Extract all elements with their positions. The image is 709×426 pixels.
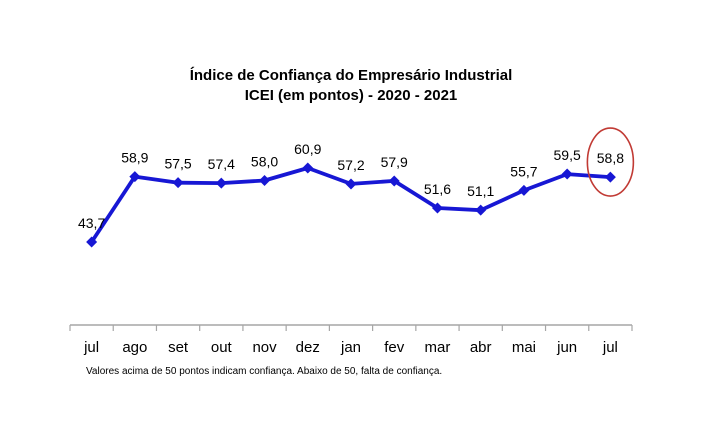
data-point-label: 43,7 bbox=[78, 215, 105, 231]
x-axis-label: mai bbox=[512, 339, 536, 356]
x-axis-label: fev bbox=[384, 339, 405, 356]
chart-title-line2: ICEI (em pontos) - 2020 - 2021 bbox=[244, 87, 458, 104]
x-axis-label: jul bbox=[602, 339, 618, 356]
chart-title-line1: Índice de Confiança do Empresário Indust… bbox=[189, 67, 513, 84]
data-point-label: 58,9 bbox=[121, 150, 148, 166]
highlight-ellipse bbox=[586, 127, 635, 197]
x-axis-label: dez bbox=[296, 339, 320, 356]
x-axis-label: jul bbox=[83, 339, 99, 356]
data-point-label: 58,8 bbox=[597, 150, 624, 166]
data-point-marker bbox=[475, 204, 487, 216]
x-axis-label: nov bbox=[252, 339, 277, 356]
x-axis-label: mar bbox=[425, 339, 451, 356]
data-point-marker bbox=[172, 177, 184, 189]
data-point-label: 57,9 bbox=[381, 154, 408, 170]
data-point-label: 55,7 bbox=[510, 163, 537, 179]
chart-title: Índice de Confiança do Empresário Indust… bbox=[70, 66, 632, 106]
x-axis-label: set bbox=[168, 339, 189, 356]
data-point-marker bbox=[561, 168, 573, 180]
x-axis-label: out bbox=[211, 339, 233, 356]
data-point-marker bbox=[215, 177, 227, 189]
data-point-label: 58,0 bbox=[251, 154, 278, 170]
data-point-marker bbox=[388, 175, 400, 187]
chart-footnote: Valores acima de 50 pontos indicam confi… bbox=[86, 366, 443, 377]
x-axis-label: jan bbox=[340, 339, 361, 356]
x-axis-label: abr bbox=[470, 339, 492, 356]
data-point-marker bbox=[518, 184, 530, 196]
data-point-label: 51,6 bbox=[424, 181, 451, 197]
data-point-marker bbox=[345, 178, 357, 190]
data-point-label: 57,4 bbox=[208, 156, 235, 172]
data-point-marker bbox=[259, 175, 271, 187]
data-point-marker bbox=[129, 171, 141, 183]
data-point-label: 57,2 bbox=[337, 157, 364, 173]
data-point-label: 60,9 bbox=[294, 141, 321, 157]
x-axis-label: ago bbox=[122, 339, 147, 356]
data-point-marker bbox=[604, 171, 616, 183]
data-point-label: 57,5 bbox=[164, 156, 191, 172]
data-point-marker bbox=[86, 236, 98, 248]
data-point-label: 59,5 bbox=[554, 147, 581, 163]
x-axis-label: jun bbox=[556, 339, 577, 356]
data-point-marker bbox=[302, 162, 314, 174]
data-point-marker bbox=[431, 202, 443, 214]
data-point-label: 51,1 bbox=[467, 183, 494, 199]
